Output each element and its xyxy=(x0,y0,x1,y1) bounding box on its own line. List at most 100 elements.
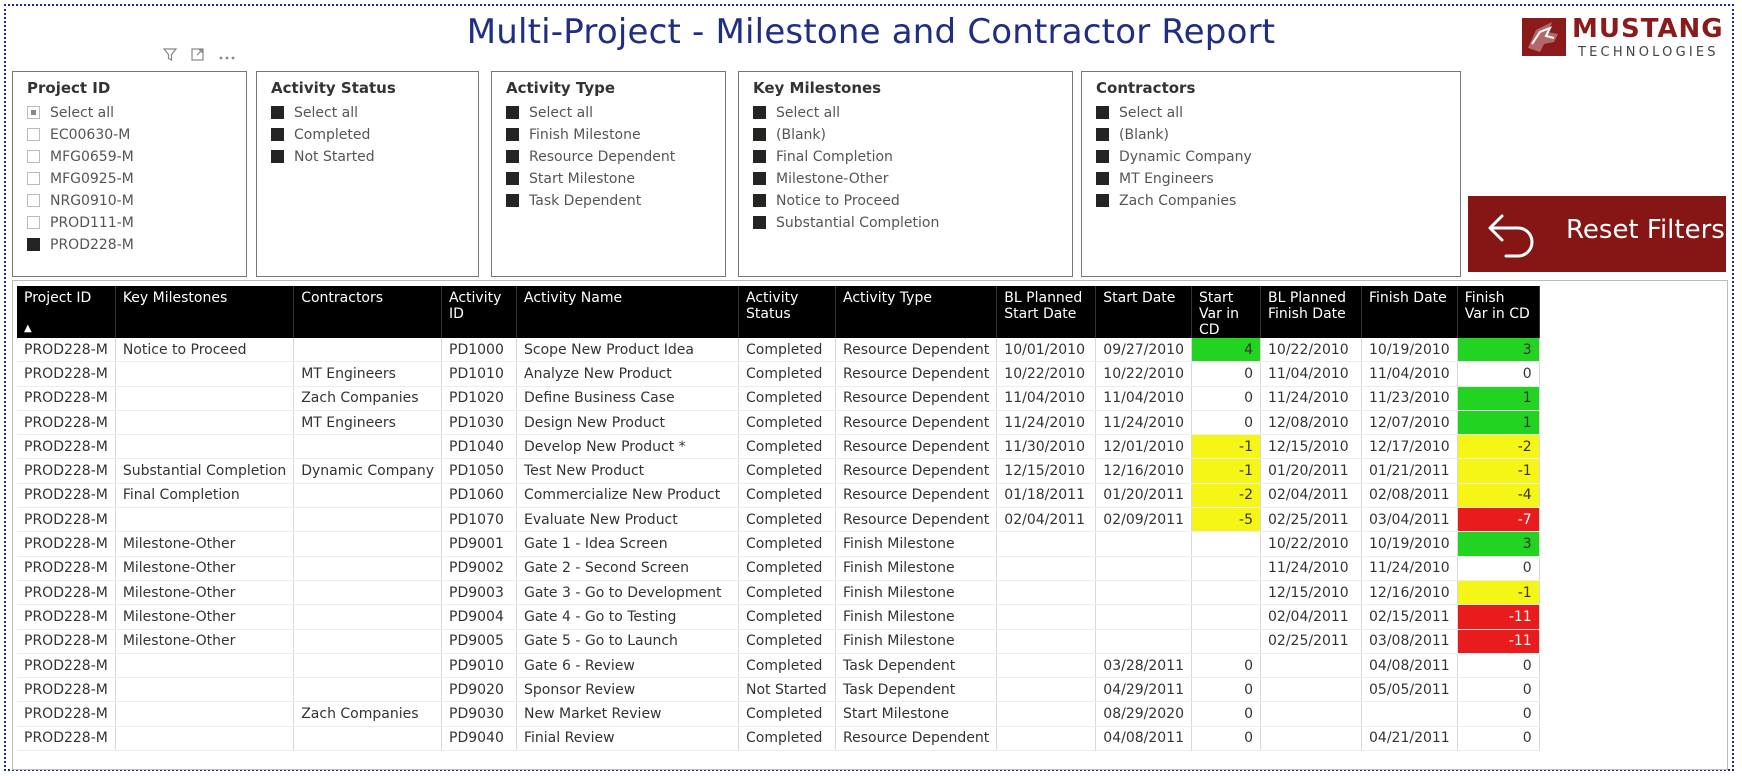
column-header-key-milestones[interactable]: Key Milestones xyxy=(115,286,295,338)
column-header-activity-id[interactable]: Activity ID xyxy=(441,286,517,338)
table-row[interactable]: PROD228-M PD9020 Sponsor Review Not Started… xyxy=(17,677,1540,703)
checkbox-icon[interactable] xyxy=(27,172,40,185)
slicer-item-finish-milestone[interactable]: Finish Milestone xyxy=(506,124,675,146)
checkbox-icon[interactable] xyxy=(753,216,766,229)
slicer-item-zach-companies[interactable]: Zach Companies xyxy=(1096,190,1252,212)
table-cell-bl-planned-start xyxy=(996,677,1097,703)
checkbox-icon[interactable] xyxy=(27,216,40,229)
column-header-activity-name[interactable]: Activity Name xyxy=(516,286,739,338)
column-header-finish-date[interactable]: Finish Date xyxy=(1361,286,1458,338)
column-header-contractors[interactable]: Contractors xyxy=(293,286,442,338)
slicer-item-mfg0659-m[interactable]: MFG0659-M xyxy=(27,146,134,168)
slicer-item-blank[interactable]: (Blank) xyxy=(753,124,939,146)
table-row[interactable]: PROD228-M PD9010 Gate 6 - Review Completed T… xyxy=(17,653,1540,679)
column-header-bl-planned-start[interactable]: BL Planned Start Date xyxy=(996,286,1097,338)
checkbox-icon[interactable] xyxy=(506,106,519,119)
table-cell-bl-planned-start xyxy=(996,604,1097,630)
filter-icon[interactable] xyxy=(162,48,181,65)
checkbox-icon[interactable] xyxy=(27,238,40,251)
checkbox-icon[interactable] xyxy=(1096,194,1109,207)
checkbox-icon[interactable] xyxy=(753,128,766,141)
table-row[interactable]: PROD228-M PD1070 Evaluate New Product Compl… xyxy=(17,507,1540,533)
column-header-project-id[interactable]: Project ID ▲ xyxy=(17,286,116,338)
table-row[interactable]: PROD228-M PD1040 Develop New Product * Comp… xyxy=(17,434,1540,460)
checkbox-icon[interactable] xyxy=(27,106,40,119)
checkbox-icon[interactable] xyxy=(271,150,284,163)
slicer-item-nrg0910-m[interactable]: NRG0910-M xyxy=(27,190,134,212)
slicer-item-substantial-completion[interactable]: Substantial Completion xyxy=(753,212,939,234)
more-options-icon[interactable] xyxy=(219,49,235,65)
table-cell-start-var xyxy=(1191,556,1261,581)
column-header-bl-planned-finish[interactable]: BL Planned Finish Date xyxy=(1260,286,1362,338)
checkbox-icon[interactable] xyxy=(506,128,519,141)
slicer-item-resource-dependent[interactable]: Resource Dependent xyxy=(506,146,675,168)
checkbox-icon[interactable] xyxy=(753,172,766,185)
column-header-activity-status[interactable]: Activity Status xyxy=(738,286,836,338)
table-row[interactable]: PROD228-M Zach Companies PD1020 Define Busi… xyxy=(17,386,1540,411)
slicer-item-completed[interactable]: Completed xyxy=(271,124,375,146)
slicer-item-label: Finish Milestone xyxy=(529,127,641,143)
table-cell-activity-status: Completed xyxy=(738,604,836,630)
slicer-item-prod228-m[interactable]: PROD228-M xyxy=(27,234,134,256)
table-cell-activity-status: Completed xyxy=(738,458,836,484)
slicer-item-start-milestone[interactable]: Start Milestone xyxy=(506,168,675,190)
checkbox-icon[interactable] xyxy=(753,194,766,207)
slicer-item-select-all[interactable]: Select all xyxy=(271,102,375,124)
table-cell-bl-planned-start: 11/04/2010 xyxy=(996,386,1097,411)
slicer-item-prod111-m[interactable]: PROD111-M xyxy=(27,212,134,234)
table-row[interactable]: PROD228-M Notice to Proceed PD1000 Scope Ne… xyxy=(17,338,1540,363)
slicer-item-ec00630-m[interactable]: EC00630-M xyxy=(27,124,134,146)
table-row[interactable]: PROD228-M Milestone-Other PD9004 Gate 4 - G… xyxy=(17,604,1540,630)
checkbox-icon[interactable] xyxy=(1096,150,1109,163)
checkbox-icon[interactable] xyxy=(506,194,519,207)
table-row[interactable]: PROD228-M Substantial Completion Dynamic C… xyxy=(17,458,1540,484)
slicer-item-task-dependent[interactable]: Task Dependent xyxy=(506,190,675,212)
slicer-item-not-started[interactable]: Not Started xyxy=(271,146,375,168)
slicer-item-milestone-other[interactable]: Milestone-Other xyxy=(753,168,939,190)
table-row[interactable]: PROD228-M Milestone-Other PD9001 Gate 1 - I… xyxy=(17,531,1540,557)
table-cell-activity-type: Finish Milestone xyxy=(835,531,998,557)
checkbox-icon[interactable] xyxy=(753,106,766,119)
slicer-item-blank[interactable]: (Blank) xyxy=(1096,124,1252,146)
checkbox-icon[interactable] xyxy=(506,172,519,185)
slicer-item-mt-engineers[interactable]: MT Engineers xyxy=(1096,168,1252,190)
checkbox-icon[interactable] xyxy=(271,106,284,119)
table-cell-activity-name: Gate 6 - Review xyxy=(516,653,739,679)
column-header-activity-type[interactable]: Activity Type xyxy=(835,286,998,338)
table-row[interactable]: PROD228-M Final Completion PD1060 Commercia… xyxy=(17,483,1540,509)
column-header-start-var[interactable]: Start Var in CD xyxy=(1191,286,1261,338)
slicer-item-select-all[interactable]: Select all xyxy=(753,102,939,124)
table-row[interactable]: PROD228-M Milestone-Other PD9003 Gate 3 - G… xyxy=(17,580,1540,606)
checkbox-icon[interactable] xyxy=(506,150,519,163)
reset-filters-button[interactable]: Reset Filters xyxy=(1468,196,1726,272)
checkbox-icon[interactable] xyxy=(1096,128,1109,141)
slicer-item-final-completion[interactable]: Final Completion xyxy=(753,146,939,168)
table-row[interactable]: PROD228-M Zach Companies PD9030 New Market … xyxy=(17,701,1540,727)
focus-mode-icon[interactable] xyxy=(191,48,208,65)
checkbox-icon[interactable] xyxy=(27,194,40,207)
checkbox-icon[interactable] xyxy=(27,128,40,141)
checkbox-icon[interactable] xyxy=(271,128,284,141)
sort-ascending-icon[interactable]: ▲ xyxy=(24,323,32,334)
table-row[interactable]: PROD228-M Milestone-Other PD9002 Gate 2 - S… xyxy=(17,556,1540,581)
column-header-start-date[interactable]: Start Date xyxy=(1095,286,1192,338)
slicer-item-dynamic-company[interactable]: Dynamic Company xyxy=(1096,146,1252,168)
checkbox-icon[interactable] xyxy=(1096,106,1109,119)
slicer-item-mfg0925-m[interactable]: MFG0925-M xyxy=(27,168,134,190)
table-row[interactable]: PROD228-M MT Engineers PD1010 Analyze New P… xyxy=(17,361,1540,387)
checkbox-icon[interactable] xyxy=(1096,172,1109,185)
table-cell-finish-var: 1 xyxy=(1457,410,1540,436)
slicer-item-select-all[interactable]: Select all xyxy=(27,102,134,124)
table-row[interactable]: PROD228-M Milestone-Other PD9005 Gate 5 - G… xyxy=(17,629,1540,654)
table-row[interactable]: PROD228-M MT Engineers PD1030 Design New Pr… xyxy=(17,410,1540,436)
checkbox-icon[interactable] xyxy=(753,150,766,163)
table-row[interactable]: PROD228-M PD9040 Finial Review Completed Res… xyxy=(17,726,1540,752)
slicer-item-label: (Blank) xyxy=(1119,127,1169,143)
table-cell-activity-id: PD1070 xyxy=(441,507,517,533)
checkbox-icon[interactable] xyxy=(27,150,40,163)
column-header-finish-var[interactable]: Finish Var in CD xyxy=(1457,286,1540,338)
table-cell-activity-id: PD9002 xyxy=(441,556,517,581)
slicer-item-notice-to-proceed[interactable]: Notice to Proceed xyxy=(753,190,939,212)
slicer-item-select-all[interactable]: Select all xyxy=(506,102,675,124)
slicer-item-select-all[interactable]: Select all xyxy=(1096,102,1252,124)
